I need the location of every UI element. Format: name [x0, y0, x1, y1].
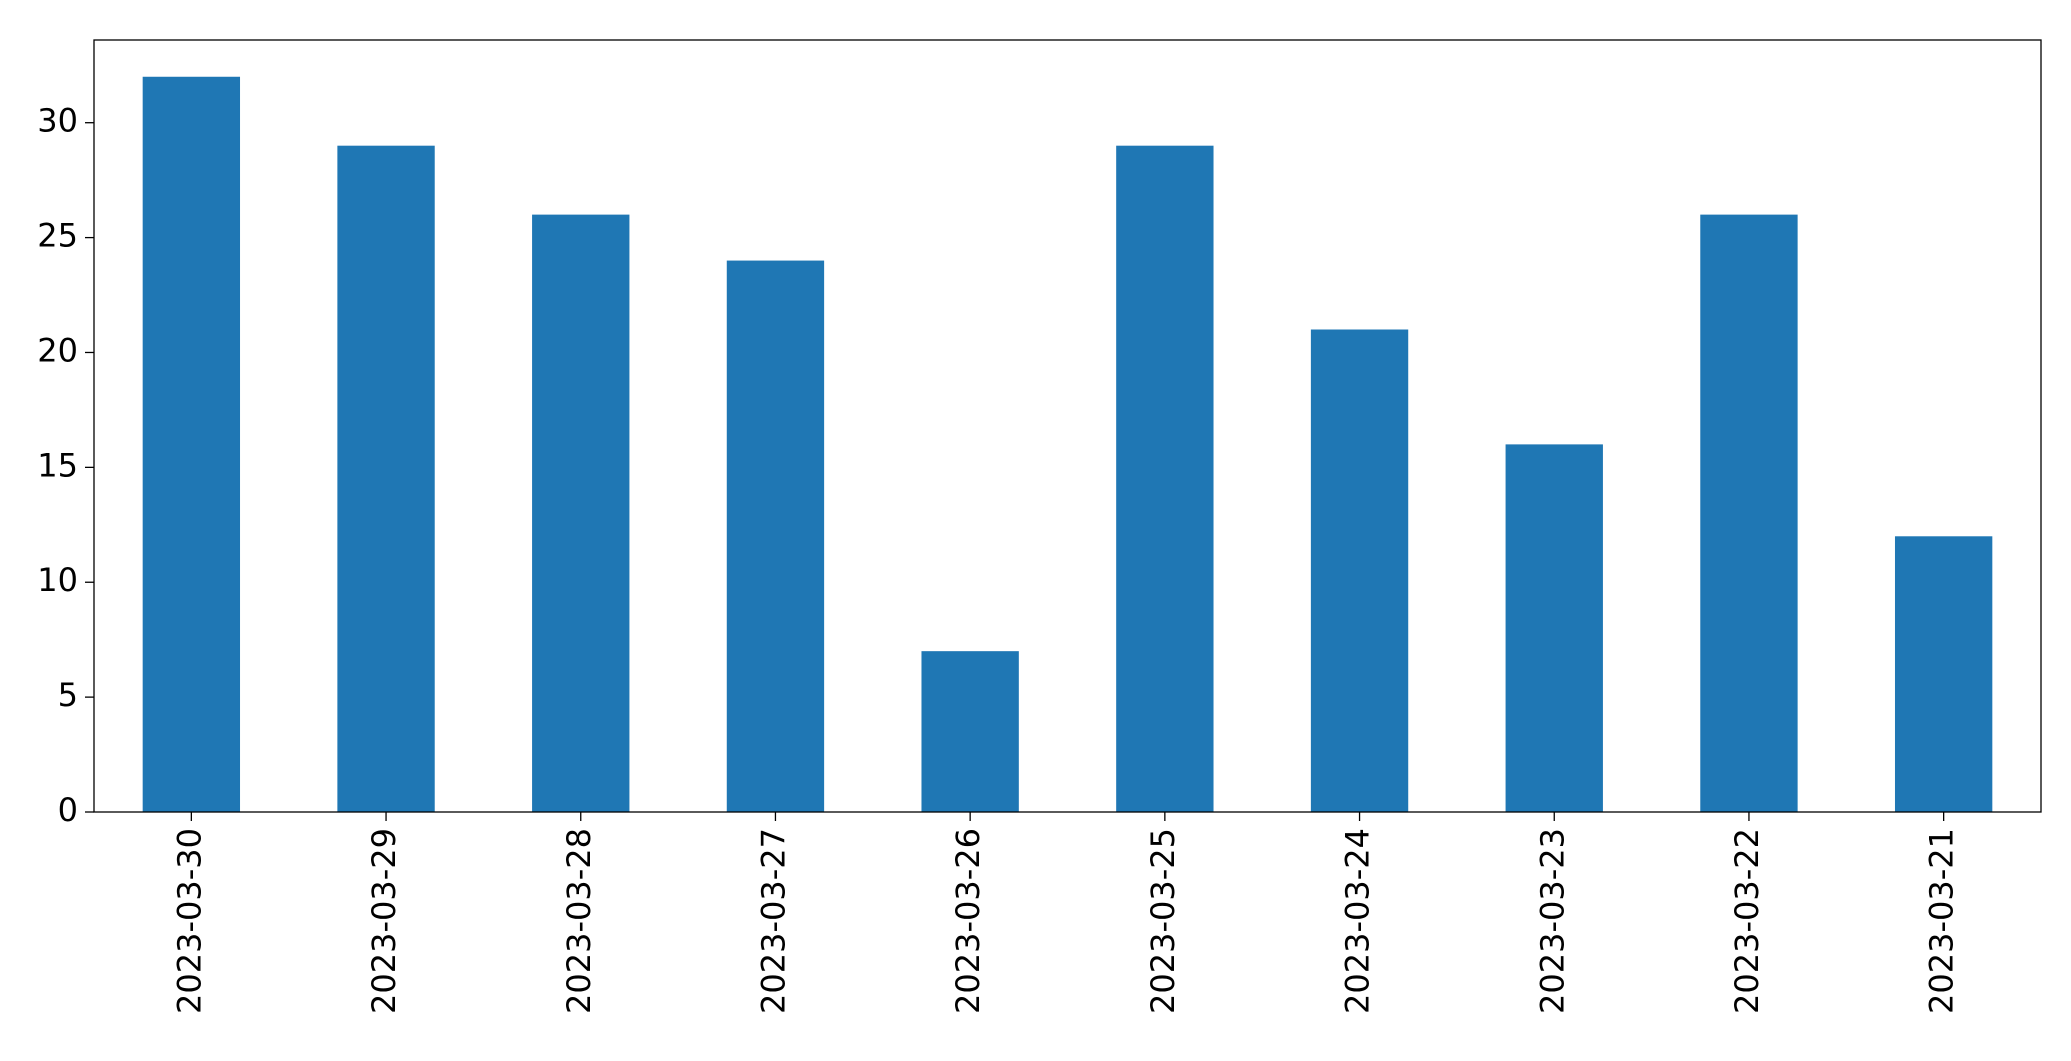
bar: [921, 651, 1019, 812]
x-tick-label: 2023-03-26: [949, 828, 987, 1014]
bar: [1894, 536, 1993, 812]
y-tick-label: 15: [37, 446, 78, 484]
y-tick-label: 30: [37, 102, 78, 140]
axes-frame: [93, 39, 2042, 813]
x-tick-label: 2023-03-22: [1728, 828, 1766, 1014]
x-tick-label: 2023-03-21: [1923, 828, 1961, 1014]
y-tick-label: 20: [37, 331, 78, 369]
y-tick-label: 5: [58, 676, 78, 714]
bar: [1116, 145, 1214, 812]
bar: [337, 145, 435, 812]
x-tick-label: 2023-03-25: [1144, 828, 1182, 1014]
bar: [142, 76, 241, 812]
bar: [1505, 444, 1603, 812]
x-tick-label: 2023-03-23: [1533, 828, 1571, 1014]
x-tick-label: 2023-03-30: [170, 828, 208, 1014]
y-tick-label: 10: [37, 561, 78, 599]
bar: [1700, 214, 1798, 813]
x-tick-label: 2023-03-27: [754, 828, 792, 1014]
x-tick-label: 2023-03-24: [1339, 828, 1377, 1014]
x-tick-label: 2023-03-29: [365, 828, 403, 1014]
bar: [1310, 329, 1409, 812]
y-tick-label: 0: [58, 791, 78, 829]
bar: [532, 214, 630, 813]
bar: [726, 260, 825, 813]
x-tick-label: 2023-03-28: [560, 828, 598, 1014]
y-tick-label: 25: [37, 217, 78, 255]
